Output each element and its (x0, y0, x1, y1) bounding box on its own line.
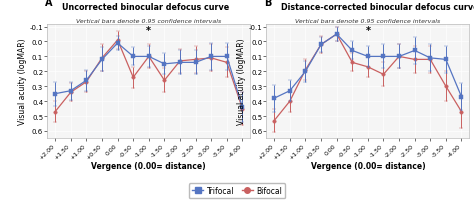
Text: B: B (264, 0, 272, 8)
Legend: Trifocal, Bifocal: Trifocal, Bifocal (189, 183, 285, 198)
X-axis label: Vergence (0.00= distance): Vergence (0.00= distance) (310, 161, 425, 170)
Text: Uncorrected binocular defocus curve: Uncorrected binocular defocus curve (62, 3, 229, 12)
Title: Vertical bars denote 0.95 confidence intervals: Vertical bars denote 0.95 confidence int… (76, 19, 221, 24)
X-axis label: Vergence (0.00= distance): Vergence (0.00= distance) (91, 161, 206, 170)
Text: *: * (365, 26, 370, 36)
Text: Distance-corrected binocular defocus curve: Distance-corrected binocular defocus cur… (281, 3, 474, 12)
Title: Vertical bars denote 0.95 confidence intervals: Vertical bars denote 0.95 confidence int… (295, 19, 440, 24)
Y-axis label: Visual acuity (logMAR): Visual acuity (logMAR) (18, 39, 27, 125)
Text: *: * (146, 26, 151, 36)
Text: A: A (45, 0, 53, 8)
Y-axis label: Visual acuity (logMAR): Visual acuity (logMAR) (237, 39, 246, 125)
